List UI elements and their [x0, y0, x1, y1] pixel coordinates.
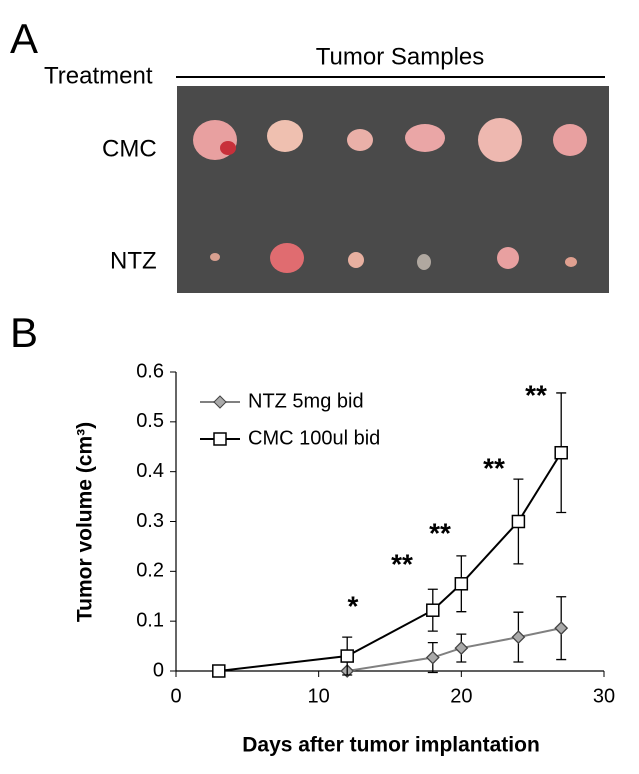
- marker: [554, 445, 568, 460]
- legend-label: NTZ 5mg bid: [248, 390, 364, 412]
- row-label: NTZ: [110, 247, 157, 274]
- marker: [454, 577, 469, 591]
- x-tick-label: 20: [450, 685, 472, 707]
- y-tick-label: 0.3: [136, 510, 164, 532]
- marker: [554, 621, 569, 636]
- y-tick-label: 0.2: [136, 560, 164, 582]
- annotation: **: [525, 379, 547, 410]
- y-tick-label: 0.6: [136, 360, 164, 382]
- marker: [340, 649, 354, 663]
- y-tick-label: 0: [153, 659, 164, 681]
- y-tick-label: 0.1: [136, 609, 164, 631]
- annotation: **: [429, 517, 451, 548]
- legend-marker: [213, 395, 227, 409]
- marker: [425, 650, 440, 665]
- row-label: CMC: [102, 135, 157, 162]
- panel-label: A: [10, 15, 38, 62]
- legend-label: CMC 100ul bid: [248, 427, 380, 449]
- column-header: Tumor Samples: [316, 43, 485, 70]
- annotation: **: [391, 548, 413, 579]
- y-axis-title: Tumor volume (cm³): [74, 422, 97, 622]
- x-tick-label: 10: [308, 685, 330, 707]
- marker: [511, 630, 526, 645]
- marker: [212, 664, 226, 678]
- panel-label: B: [10, 309, 38, 356]
- tumors: [193, 118, 587, 273]
- marker: [426, 603, 440, 617]
- marker: [511, 514, 526, 529]
- series-line: [218, 452, 563, 672]
- x-tick-label: 30: [593, 685, 615, 707]
- y-tick-label: 0.5: [136, 410, 164, 432]
- annotation: **: [483, 452, 505, 483]
- series-line: [347, 627, 562, 672]
- x-axis-title: Days after tumor implantation: [242, 734, 540, 757]
- y-tick-label: 0.4: [136, 460, 164, 482]
- legend-marker: [213, 432, 227, 446]
- x-tick-label: 0: [170, 685, 181, 707]
- marker: [454, 641, 469, 655]
- row-header: Treatment: [44, 62, 153, 89]
- photo: [177, 86, 609, 293]
- annotation: *: [348, 590, 359, 621]
